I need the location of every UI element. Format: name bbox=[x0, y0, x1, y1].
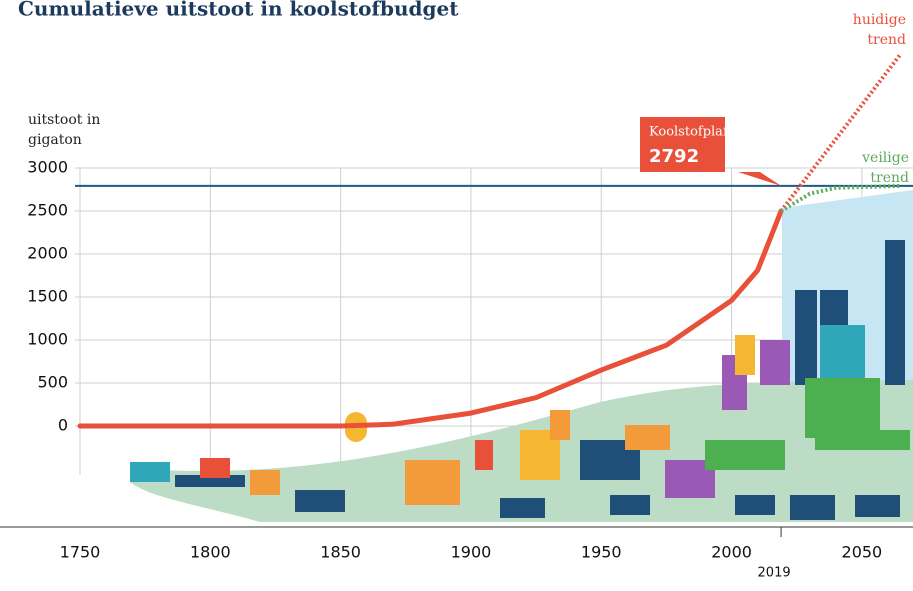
x-tick-label: 2000 bbox=[711, 543, 752, 562]
x-tick-label: 1800 bbox=[190, 543, 231, 562]
ship bbox=[735, 495, 775, 515]
building bbox=[200, 458, 230, 478]
y-tick-label: 500 bbox=[37, 373, 68, 392]
building bbox=[550, 410, 570, 440]
building bbox=[250, 470, 280, 495]
tanks bbox=[815, 430, 910, 450]
y-tick-label: 2500 bbox=[27, 201, 68, 220]
x-tick-label: 1850 bbox=[320, 543, 361, 562]
callout-label: Koolstofplafond bbox=[649, 125, 752, 140]
tower bbox=[795, 290, 817, 385]
highlight-year-label: 2019 bbox=[758, 566, 791, 581]
chart: 0 500 1000 1500 2000 2500 3000 1750 1800 1850 1900… bbox=[0, 0, 913, 591]
building bbox=[735, 335, 755, 375]
y-tick-label: 1000 bbox=[27, 330, 68, 349]
x-tick-label: 1900 bbox=[451, 543, 492, 562]
ship bbox=[610, 495, 650, 515]
y-tick-label: 1500 bbox=[27, 287, 68, 306]
chimney bbox=[475, 440, 493, 470]
ship bbox=[790, 495, 835, 520]
factory bbox=[405, 460, 460, 505]
building bbox=[130, 462, 170, 482]
y-tick-label: 2000 bbox=[27, 244, 68, 263]
x-tick-label: 2050 bbox=[842, 543, 883, 562]
ship bbox=[500, 498, 545, 518]
tower bbox=[885, 240, 905, 385]
y-axis-label: uitstoot in gigaton bbox=[28, 110, 108, 150]
chart-page: 0 500 1000 1500 2000 2500 3000 1750 1800 1850 1900… bbox=[0, 0, 913, 591]
building bbox=[295, 490, 345, 512]
x-tick-label: 1950 bbox=[581, 543, 622, 562]
y-tick-label: 3000 bbox=[27, 158, 68, 177]
building bbox=[625, 425, 670, 450]
tanks bbox=[705, 440, 785, 470]
trend-label: huidige trend bbox=[820, 10, 906, 50]
callout-value: 2792 bbox=[649, 146, 699, 167]
building bbox=[760, 340, 790, 385]
trend-label: veilige trend bbox=[825, 148, 909, 188]
ship bbox=[855, 495, 900, 517]
y-tick-label: 0 bbox=[58, 416, 68, 435]
building bbox=[805, 378, 880, 438]
illustration bbox=[130, 190, 913, 522]
x-tick-label: 1750 bbox=[60, 543, 101, 562]
chart-title: Cumulatieve uitstoot in koolstofbudget bbox=[18, 0, 459, 21]
building bbox=[820, 325, 865, 385]
